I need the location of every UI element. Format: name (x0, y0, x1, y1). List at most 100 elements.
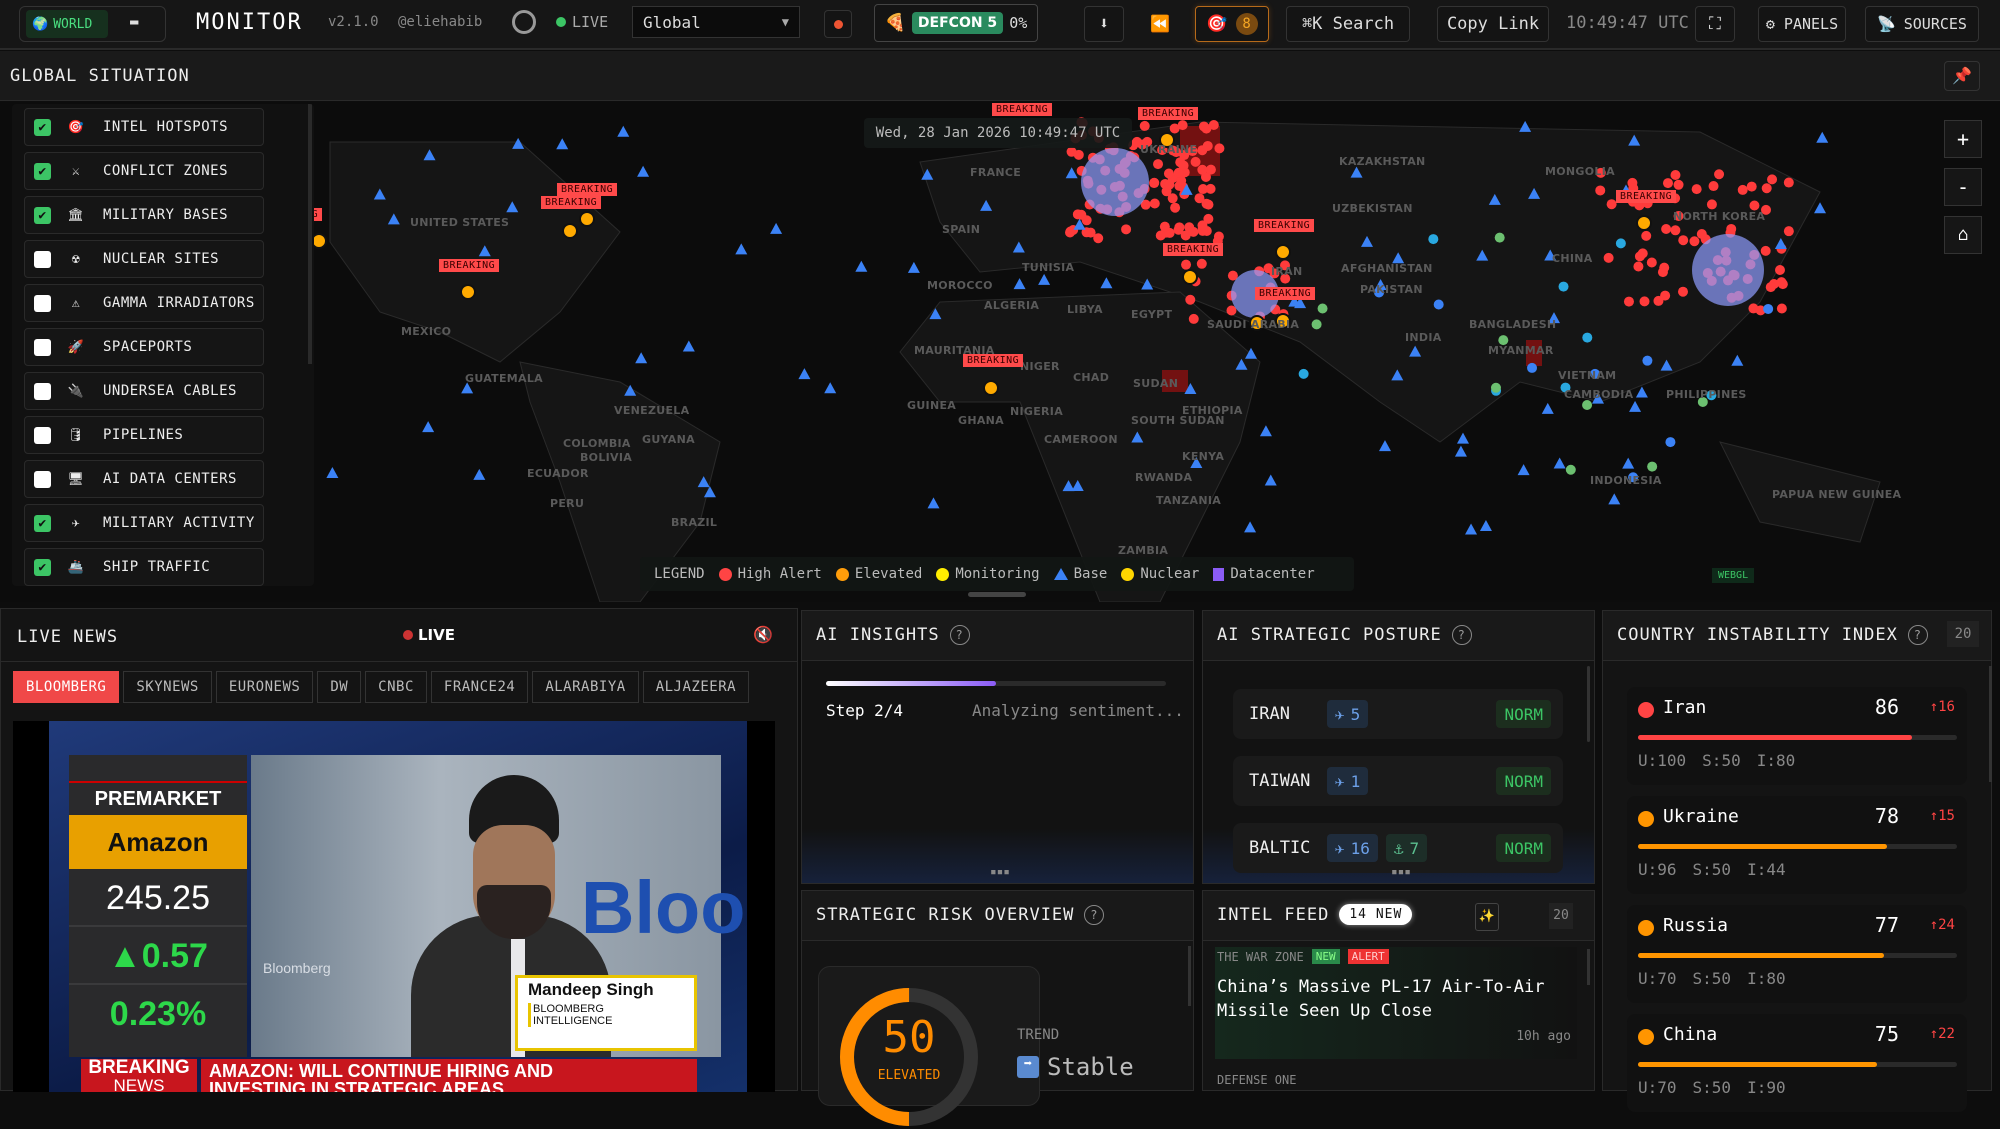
breaking-label[interactable]: BREAKING (1163, 243, 1224, 256)
base-marker (1073, 218, 1086, 230)
breaking-label[interactable]: BREAKING (1255, 287, 1316, 300)
feed-time: 10h ago (1516, 1029, 1571, 1044)
map-canvas[interactable] (0, 102, 2000, 602)
world-map[interactable]: UNITED STATES MEXICO GUATEMALA COLOMBIA VENE… (0, 102, 2000, 602)
country-label: SOUTH SUDAN (1131, 414, 1225, 427)
defcon-indicator[interactable]: 🍕 DEFCON 5 0% (874, 4, 1038, 42)
layer-checkbox[interactable] (34, 338, 51, 356)
layer-checkbox[interactable] (34, 426, 51, 444)
scrollbar[interactable] (1587, 666, 1590, 742)
help-icon[interactable]: ? (1907, 625, 1928, 645)
pin-button[interactable]: 📌 (1944, 61, 1980, 91)
world-view-button[interactable]: 🌍 WORLD (26, 10, 108, 38)
breaking-label[interactable]: BREAKING (1616, 190, 1677, 203)
home-button[interactable]: ⌂ (1944, 216, 1982, 254)
resize-handle[interactable] (968, 592, 1026, 597)
channel-tab-france24[interactable]: FRANCE24 (430, 671, 529, 703)
layer-checkbox[interactable] (34, 294, 51, 312)
zoom-in-button[interactable]: + (1944, 120, 1982, 158)
layer-checkbox[interactable] (34, 382, 51, 400)
layer-checkbox[interactable]: ✔ (34, 514, 51, 532)
breaking-label[interactable]: BREAKING (1254, 219, 1315, 232)
alerts-button[interactable]: 🎯 8 (1195, 6, 1269, 42)
help-icon[interactable]: ? (949, 625, 970, 645)
layer-toggle-ai-data-centers[interactable]: 🖥 AI DATA CENTERS (24, 460, 264, 498)
country-row[interactable]: China 75 ↑22 U:70 S:50 I:90 (1627, 1014, 1967, 1112)
resize-handle[interactable]: ▪▪▪ (990, 865, 1010, 878)
copy-link-button[interactable]: Copy Link (1437, 6, 1549, 42)
layer-toggle-ship-traffic[interactable]: ✔ 🚢 SHIP TRAFFIC (24, 548, 264, 586)
layer-checkbox[interactable]: ✔ (34, 558, 51, 576)
scrollbar[interactable] (1188, 946, 1191, 1006)
resize-handle[interactable]: ▪▪▪ (1391, 865, 1411, 878)
feed-item[interactable]: THE WAR ZONE NEW ALERT China’s Massive PL-… (1215, 947, 1577, 1059)
layer-checkbox[interactable]: ✔ (34, 118, 51, 136)
breaking-label[interactable]: BREAKING (439, 259, 500, 272)
download-button[interactable]: ⬇ (1084, 6, 1124, 42)
fullscreen-button[interactable]: ⛶ (1695, 6, 1735, 42)
playback-icon[interactable]: ⏪ (1150, 14, 1170, 33)
layer-toggle-nuclear-sites[interactable]: ☢ NUCLEAR SITES (24, 240, 264, 278)
layer-toggle-pipelines[interactable]: 🛢 PIPELINES (24, 416, 264, 454)
high-alert-marker (1662, 178, 1673, 189)
video-player[interactable]: PREMARKET Amazon 245.25 ▲0.57 0.23% Bloo… (13, 721, 775, 1092)
breaking-label[interactable]: BREAKING (541, 196, 602, 209)
legend-item: Nuclear (1121, 566, 1199, 582)
base-marker (637, 165, 650, 177)
layer-toggle-spaceports[interactable]: 🚀 SPACEPORTS (24, 328, 264, 366)
channel-tab-euronews[interactable]: EURONEWS (215, 671, 314, 703)
github-icon[interactable] (512, 10, 536, 34)
layer-toggle-undersea-cables[interactable]: 🔌 UNDERSEA CABLES (24, 372, 264, 410)
status-badge: NORM (1496, 700, 1551, 728)
layer-toggle-military-bases[interactable]: ✔ 🏛 MILITARY BASES (24, 196, 264, 234)
new-count-badge[interactable]: 14 NEW (1339, 904, 1413, 925)
base-marker (1517, 464, 1530, 476)
layer-toggle-military-activity[interactable]: ✔ ✈ MILITARY ACTIVITY (24, 504, 264, 542)
layer-toggle-intel-hotspots[interactable]: ✔ 🎯 INTEL HOTSPOTS (24, 108, 264, 146)
help-icon[interactable]: ? (1084, 905, 1105, 925)
layer-toggle-gamma-irradiators[interactable]: ⚠ GAMMA IRRADIATORS (24, 284, 264, 322)
scrollbar[interactable] (308, 104, 312, 364)
posture-row[interactable]: TAIWAN ✈ 1 NORM (1233, 756, 1563, 806)
channel-tab-aljazeera[interactable]: ALJAZEERA (642, 671, 750, 703)
airplane-icon: ✈ (1335, 704, 1345, 724)
high-alert-marker (1170, 202, 1181, 213)
search-button[interactable]: ⌘K Search (1286, 6, 1410, 42)
posture-row[interactable]: IRAN ✈ 5 NORM (1233, 689, 1563, 739)
sources-button[interactable]: 📡 SOURCES (1865, 6, 1979, 42)
country-label: NORTH KOREA (1673, 210, 1766, 223)
author-link[interactable]: @eliehabib (398, 14, 483, 30)
help-icon[interactable]: ? (1451, 625, 1472, 645)
country-row[interactable]: Ukraine 78 ↑15 U:96 S:50 I:44 (1627, 796, 1967, 894)
country-row[interactable]: Russia 77 ↑24 U:70 S:50 I:80 (1627, 905, 1967, 1003)
breaking-label[interactable]: BREAKING (963, 354, 1024, 367)
channel-tab-alarabiya[interactable]: ALARABIYA (532, 671, 639, 703)
record-button[interactable] (824, 10, 852, 38)
ai-summarize-button[interactable]: ✨ (1475, 903, 1499, 931)
layer-checkbox[interactable] (34, 470, 51, 488)
layer-icon: ✈ (71, 515, 81, 531)
country-row[interactable]: Iran 86 ↑16 U:100 S:50 I:80 (1627, 687, 1967, 785)
channel-tab-dw[interactable]: DW (317, 671, 362, 703)
breaking-label[interactable]: BREAKING (1138, 107, 1199, 120)
scrollbar[interactable] (1989, 666, 1992, 782)
tech-view-icon[interactable]: ▬ (130, 14, 139, 30)
layer-checkbox[interactable]: ✔ (34, 206, 51, 224)
breaking-label[interactable]: BREAKING (557, 183, 618, 196)
feed-headline[interactable]: China’s Massive PL-17 Air-To-Air Missile… (1217, 977, 1545, 1021)
severity-dot-icon (1638, 811, 1654, 827)
region-select[interactable]: Global ▼ (632, 6, 800, 38)
posture-row[interactable]: BALTIC ✈ 16 ⚓ 7 NORM (1233, 823, 1563, 873)
breaking-label[interactable]: BREAKING (992, 103, 1053, 116)
layer-toggle-conflict-zones[interactable]: ✔ ⚔ CONFLICT ZONES (24, 152, 264, 190)
panels-button[interactable]: ⚙ PANELS (1758, 6, 1846, 42)
channel-tab-skynews[interactable]: SKYNEWS (123, 671, 212, 703)
zoom-out-button[interactable]: - (1944, 168, 1982, 206)
mute-icon[interactable]: 🔇 (753, 625, 773, 644)
channel-tab-cnbc[interactable]: CNBC (365, 671, 427, 703)
scrollbar[interactable] (1587, 949, 1590, 985)
live-dot-icon (403, 630, 413, 640)
layer-checkbox[interactable]: ✔ (34, 162, 51, 180)
channel-tab-bloomberg[interactable]: BLOOMBERG (13, 671, 120, 703)
layer-checkbox[interactable] (34, 250, 51, 268)
